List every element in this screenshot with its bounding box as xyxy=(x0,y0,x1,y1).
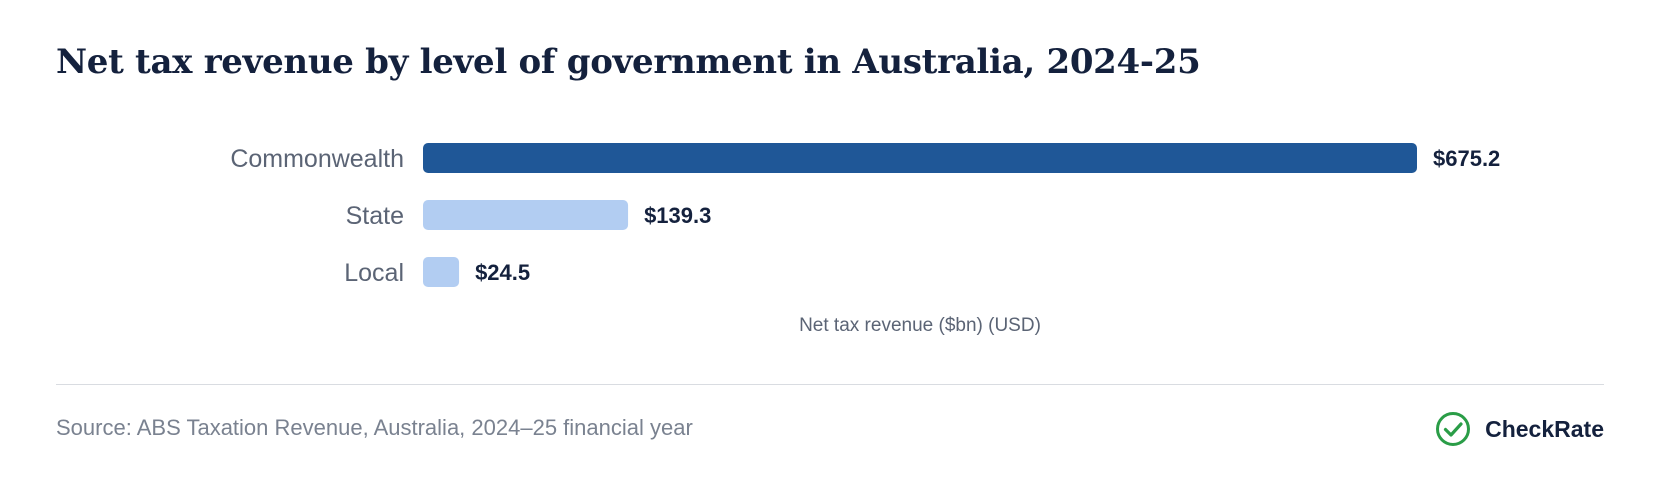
data-label: $139.3 xyxy=(644,203,711,228)
chart-title: Net tax revenue by level of government i… xyxy=(56,42,1201,82)
data-label: $24.5 xyxy=(475,260,530,285)
category-label: Commonwealth xyxy=(230,145,404,173)
bar xyxy=(423,200,629,230)
footer-divider xyxy=(56,384,1604,385)
x-axis-label: Net tax revenue ($bn) (USD) xyxy=(799,315,1041,336)
data-label: $675.2 xyxy=(1433,146,1500,171)
source-note: Source: ABS Taxation Revenue, Australia,… xyxy=(56,415,693,440)
brand-name: CheckRate xyxy=(1485,415,1604,442)
bar xyxy=(423,143,1417,173)
check-circle-icon xyxy=(1436,412,1471,446)
category-label: State xyxy=(346,202,404,230)
brand-logo: CheckRate xyxy=(1435,411,1604,447)
bar xyxy=(423,257,460,287)
category-label: Local xyxy=(344,259,404,287)
